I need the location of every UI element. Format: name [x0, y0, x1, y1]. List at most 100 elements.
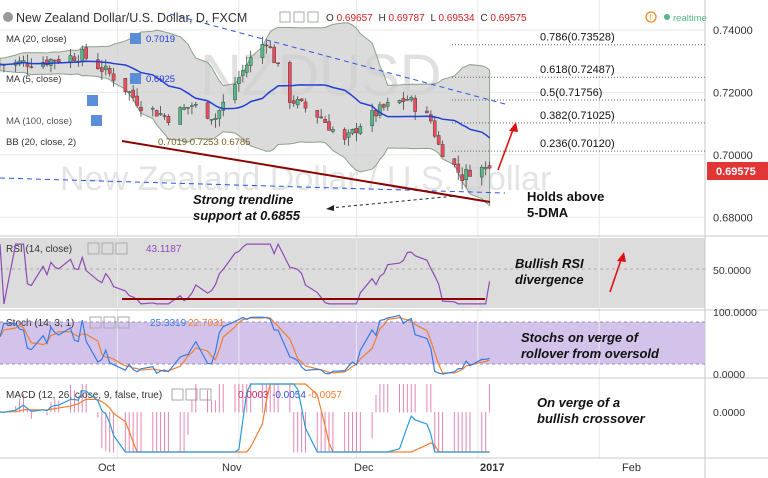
candle — [45, 56, 49, 67]
price-axis-label: 0.70000 — [713, 150, 753, 162]
five-dma-annotation: Holds above 5-DMA — [527, 189, 604, 220]
price-up-arrowhead — [509, 122, 518, 132]
ma100-toggle-icon[interactable] — [91, 115, 102, 126]
candle — [464, 164, 468, 188]
fib-level-label: 0.236(0.70120) — [540, 138, 615, 150]
rsi-legend: RSI (14, close) — [6, 244, 72, 255]
candle — [382, 103, 386, 111]
candle — [350, 128, 355, 136]
candle — [358, 123, 363, 135]
candle — [291, 95, 296, 107]
candle — [84, 43, 88, 63]
candle — [268, 40, 273, 49]
candle — [217, 109, 222, 127]
ma20-value: 0.7019 — [146, 34, 175, 45]
fib-level-label: 0.382(0.71025) — [540, 110, 615, 122]
candle — [331, 126, 335, 134]
candle — [436, 131, 441, 146]
candle — [213, 113, 218, 128]
candle — [327, 114, 331, 131]
candle — [276, 62, 280, 67]
candle — [315, 109, 320, 124]
candle — [405, 95, 410, 101]
candle — [186, 107, 190, 115]
close-value: 0.69575 — [490, 13, 527, 24]
candle — [131, 84, 135, 102]
ma-value: 0.6925 — [146, 74, 175, 85]
fib-level-label: 0.618(0.72487) — [540, 64, 615, 76]
hide-icon[interactable] — [279, 11, 291, 23]
candle — [385, 97, 390, 111]
candle — [209, 118, 214, 125]
bb-legend: BB (20, close, 2) — [6, 137, 76, 148]
candle — [468, 164, 472, 177]
candle — [221, 94, 226, 117]
horizontal-support-line — [0, 177, 506, 194]
ma-toggle-icon[interactable] — [130, 73, 141, 84]
stoch-annotation: Stochs on verge of rollover from oversold — [521, 330, 660, 361]
candle — [53, 59, 57, 70]
rsi-settings-icon[interactable] — [101, 242, 114, 255]
alert-icon[interactable] — [645, 11, 657, 23]
candle — [100, 60, 104, 80]
candle — [432, 115, 437, 139]
close-icon[interactable] — [307, 11, 319, 23]
candle — [346, 129, 351, 146]
x-label-2017: 2017 — [480, 462, 504, 474]
candle — [135, 88, 139, 108]
rsi-hide-icon[interactable] — [87, 242, 100, 255]
svg-text:!: ! — [650, 14, 652, 23]
candle — [397, 99, 402, 105]
settings-icon[interactable] — [293, 11, 305, 23]
macd-close-icon[interactable] — [199, 388, 212, 401]
trendline-annotation: Strong trendline support at 0.6855 — [193, 192, 301, 223]
macd-settings-icon[interactable] — [185, 388, 198, 401]
rsi-line — [0, 242, 491, 305]
price-axis-label: 0.72000 — [713, 87, 753, 99]
candle — [182, 103, 186, 111]
x-label-oct: Oct — [98, 462, 115, 474]
candle — [342, 127, 347, 145]
candle — [378, 101, 382, 119]
candle — [154, 109, 159, 117]
close-label: C — [480, 13, 487, 24]
last-price-value: 0.69575 — [716, 166, 756, 178]
resistance-trendline — [169, 13, 506, 105]
pointer-arrowhead — [326, 205, 334, 211]
rsi-close-icon[interactable] — [115, 242, 128, 255]
candle — [323, 115, 327, 124]
low-value: 0.69534 — [438, 13, 475, 24]
rsi-panel: RSI (14, close) 43.1187 Bullish RSI diver… — [0, 242, 705, 305]
candle — [166, 114, 171, 126]
candle — [205, 101, 210, 120]
candle — [401, 91, 406, 110]
indicator-axes: 50.0000 100.0000 0.0000 0.0000 — [713, 265, 757, 419]
candle — [288, 60, 292, 110]
candle — [260, 36, 265, 64]
macd-hide-icon[interactable] — [171, 388, 184, 401]
candle — [241, 64, 245, 83]
x-label-dec: Dec — [354, 462, 374, 474]
bollinger-band — [0, 22, 491, 207]
macd-line — [0, 383, 490, 453]
candle — [299, 98, 304, 103]
indicator-toggle-icon[interactable] — [87, 95, 98, 106]
macd-line-value: -0.0054 — [272, 390, 306, 401]
low-label: L — [430, 13, 436, 24]
candle — [150, 106, 155, 117]
candle — [194, 101, 198, 108]
candle — [233, 76, 237, 104]
candle — [409, 95, 414, 103]
stoch-k-value: 25.3319 — [150, 318, 187, 329]
price-up-arrow — [497, 126, 515, 171]
stoch-close-icon[interactable] — [117, 316, 130, 329]
macd-histogram — [0, 384, 491, 453]
header-action-icons[interactable] — [279, 11, 319, 23]
rsi-annotation: Bullish RSI divergence — [515, 256, 584, 287]
ma20-toggle-icon[interactable] — [130, 33, 141, 44]
rsi-up-arrow — [609, 256, 623, 293]
fib-level-label: 0.5(0.71756) — [540, 87, 602, 99]
candle — [264, 40, 269, 54]
